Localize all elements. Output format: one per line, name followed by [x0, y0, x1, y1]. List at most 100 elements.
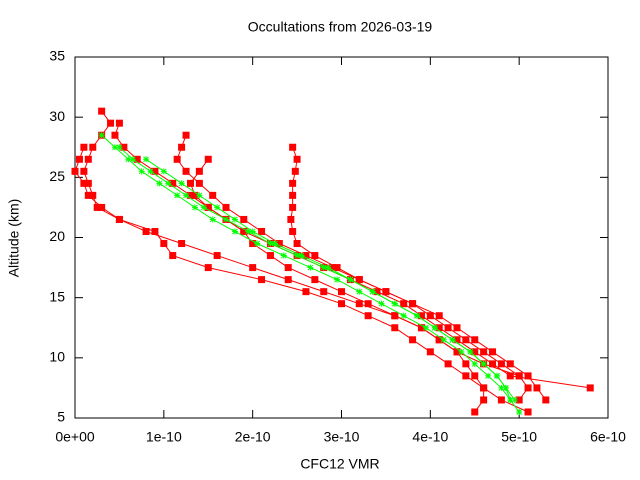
data-point — [471, 372, 479, 380]
data-point — [196, 192, 203, 199]
data-point — [169, 252, 177, 260]
data-point — [506, 372, 514, 380]
data-point — [489, 348, 497, 356]
data-point — [426, 348, 434, 356]
data-point — [338, 288, 345, 296]
data-point — [391, 324, 399, 332]
data-point — [431, 324, 438, 331]
data-point — [120, 143, 128, 151]
data-point — [80, 179, 88, 187]
data-point — [223, 216, 230, 223]
data-point — [338, 300, 345, 308]
data-point — [147, 168, 154, 175]
profile-line — [290, 147, 529, 401]
data-point — [160, 168, 167, 175]
data-point — [414, 312, 421, 319]
data-point — [435, 312, 443, 320]
data-point — [471, 360, 478, 367]
data-point — [84, 179, 92, 187]
data-point — [266, 252, 274, 260]
data-point — [280, 252, 287, 259]
data-point — [129, 156, 136, 163]
data-point — [364, 300, 372, 308]
data-point — [213, 252, 221, 260]
data-point — [480, 360, 487, 367]
data-point — [289, 143, 297, 151]
x-tick-label: 6e-10 — [590, 429, 626, 445]
data-point — [151, 167, 159, 175]
data-point — [453, 336, 461, 344]
data-point — [502, 384, 509, 391]
data-point — [289, 179, 297, 187]
data-point — [254, 240, 261, 247]
data-point — [516, 408, 523, 415]
data-point — [325, 264, 332, 271]
data-point — [480, 348, 488, 356]
data-point — [116, 144, 123, 151]
data-point — [440, 336, 447, 343]
data-point — [355, 300, 363, 308]
data-point — [291, 167, 299, 175]
data-point — [195, 179, 203, 187]
data-point — [245, 228, 252, 235]
data-point — [258, 276, 266, 284]
data-point — [462, 336, 470, 344]
data-point — [497, 360, 505, 368]
data-point — [231, 216, 238, 223]
data-point — [98, 132, 105, 139]
data-point — [515, 372, 523, 380]
data-point — [480, 396, 488, 404]
data-point — [191, 204, 198, 211]
data-point — [369, 288, 376, 295]
data-point — [160, 240, 168, 248]
data-point — [169, 179, 177, 187]
data-point — [524, 408, 532, 416]
data-point — [80, 143, 88, 151]
data-point — [453, 348, 461, 356]
data-point — [485, 372, 492, 379]
data-point — [471, 408, 479, 416]
data-point — [320, 264, 327, 271]
y-tick-label: 5 — [57, 409, 65, 425]
data-point — [462, 360, 470, 368]
data-point — [511, 396, 518, 403]
data-point — [111, 144, 118, 151]
x-tick-label: 1e-10 — [146, 429, 182, 445]
data-point — [391, 312, 399, 320]
data-point — [80, 167, 88, 175]
data-point — [287, 215, 295, 223]
data-point — [267, 240, 274, 247]
data-point — [89, 191, 97, 199]
y-tick-label: 25 — [49, 168, 65, 184]
data-point — [400, 300, 408, 308]
data-point — [240, 227, 248, 235]
data-point — [204, 203, 212, 211]
data-point — [271, 240, 278, 247]
data-point — [293, 155, 301, 163]
data-point — [506, 360, 514, 368]
data-point — [182, 131, 190, 139]
data-point — [364, 312, 372, 320]
data-point — [467, 348, 474, 355]
data-point — [471, 336, 479, 344]
data-point — [178, 143, 186, 151]
y-tick-label: 10 — [49, 349, 65, 365]
data-point — [71, 167, 79, 175]
data-point — [449, 336, 456, 343]
data-point — [400, 312, 407, 319]
data-point — [289, 227, 297, 235]
data-point — [111, 131, 119, 139]
chart-title: Occultations from 2026-03-19 — [248, 19, 433, 35]
data-point — [586, 384, 594, 392]
data-point — [151, 227, 159, 235]
data-point — [209, 191, 217, 199]
data-point — [284, 276, 292, 284]
x-tick-label: 5e-10 — [501, 429, 537, 445]
data-point — [231, 228, 238, 235]
data-point — [98, 107, 106, 115]
x-tick-label: 2e-10 — [235, 429, 271, 445]
data-point — [107, 119, 115, 127]
data-point — [89, 143, 97, 151]
data-point — [311, 276, 319, 284]
